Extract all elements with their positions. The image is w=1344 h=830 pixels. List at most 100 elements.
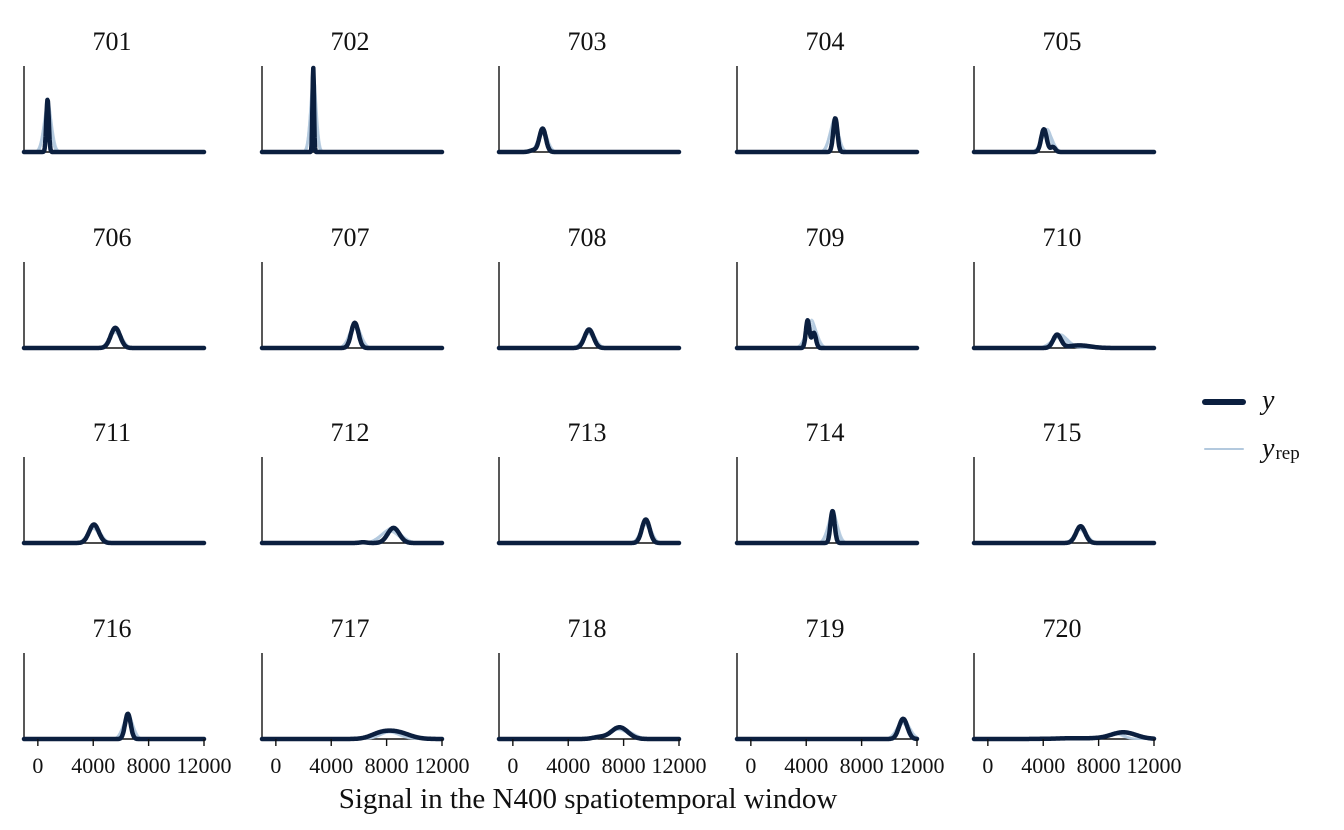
panel-title: 705 (1043, 27, 1082, 56)
yrep-density-curve (737, 318, 917, 349)
y-density-curve (21, 325, 207, 351)
yrep-density-curve (262, 88, 442, 153)
yrep-density-curve (24, 713, 204, 740)
x-tick-label: 0 (745, 753, 756, 778)
y-density-curve (971, 127, 1157, 155)
legend: y yrep (1202, 385, 1300, 464)
x-tick-label: 12000 (415, 753, 470, 778)
yrep-density-curve (24, 330, 204, 349)
yrep-density-curve (24, 332, 204, 349)
facet-panel-716: 716 (21, 614, 207, 742)
yrep-density-curve (24, 717, 204, 740)
facet-panel-719: 719 (734, 614, 920, 742)
panel-title: 720 (1043, 614, 1082, 643)
y-density-curve (496, 126, 682, 155)
facet-panel-713: 713 (496, 418, 682, 546)
facet-panel-710: 710 (971, 223, 1157, 351)
facet-panel-704: 704 (734, 27, 920, 155)
yrep-density-curve (499, 130, 679, 153)
bottom-x-axes: 0 4000 8000 12000 0 4000 8000 12000 0 4000 8000 120… (32, 739, 1182, 778)
yrep-density-curve (974, 526, 1154, 544)
facet-panel-717: 717 (259, 614, 445, 742)
panel-title: 708 (568, 223, 607, 252)
y-density-curve (971, 523, 1157, 546)
yrep-density-curve (737, 326, 917, 349)
panel-title: 706 (93, 223, 132, 252)
legend-yrep-subscript: rep (1275, 443, 1299, 464)
x-tick-label: 4000 (784, 753, 828, 778)
yrep-density-curve (24, 719, 204, 740)
facet-panels: 701 702 703 704 705 706 707 708 709 710 711 712 713 7… (21, 27, 1157, 742)
y-density-curve (21, 711, 207, 742)
panel-title: 701 (93, 27, 132, 56)
x-tick-label: 0 (32, 753, 43, 778)
panel-title: 709 (806, 223, 845, 252)
legend-yrep-label: y (1259, 433, 1275, 464)
facet-panel-703: 703 (496, 27, 682, 155)
yrep-density-curve (262, 526, 442, 544)
panel-title: 703 (568, 27, 607, 56)
facet-panel-712: 712 (259, 418, 445, 546)
y-density-curve (496, 327, 682, 351)
yrep-density-curve (262, 69, 442, 153)
y-density-curve (734, 318, 920, 351)
yrep-density-curve (499, 133, 679, 153)
x-axis-col-4: 0 4000 8000 12000 (745, 739, 945, 778)
yrep-density-curve (262, 67, 442, 153)
yrep-density-curve (24, 523, 204, 544)
panel-title: 713 (568, 418, 607, 447)
y-density-curve (496, 724, 682, 742)
yrep-density-curve (737, 718, 918, 740)
panel-title: 718 (568, 614, 607, 643)
panel-title: 712 (331, 418, 370, 447)
facet-panel-718: 718 (496, 614, 682, 742)
y-density-curve (259, 320, 445, 351)
x-tick-label: 0 (507, 753, 518, 778)
y-density-curve (259, 65, 445, 155)
yrep-density-curve (24, 524, 204, 544)
panel-title: 711 (93, 418, 131, 447)
yrep-density-curve (24, 525, 204, 544)
y-density-curve (734, 716, 920, 742)
yrep-density-curve (499, 126, 679, 153)
x-tick-label: 12000 (652, 753, 707, 778)
x-tick-label: 8000 (365, 753, 409, 778)
legend-y-label: y (1259, 385, 1275, 416)
x-tick-label: 12000 (177, 753, 232, 778)
yrep-density-curve (24, 527, 204, 544)
x-axis-label: Signal in the N400 spatiotemporal window (339, 783, 838, 815)
facet-panel-715: 715 (971, 418, 1157, 546)
yrep-density-curve (974, 130, 1154, 153)
yrep-density-curve (737, 320, 917, 349)
x-axis-col-3: 0 4000 8000 12000 (507, 739, 707, 778)
y-density-curve (971, 730, 1157, 742)
yrep-density-curve (499, 128, 679, 153)
facet-panel-709: 709 (734, 223, 920, 351)
y-density-curve (971, 332, 1157, 351)
x-tick-label: 0 (270, 753, 281, 778)
panel-title: 716 (93, 614, 132, 643)
x-tick-label: 4000 (1021, 753, 1065, 778)
yrep-density-curve (974, 134, 1154, 153)
yrep-density-curve (974, 127, 1154, 153)
x-tick-label: 12000 (890, 753, 945, 778)
yrep-density-curve (974, 524, 1154, 544)
yrep-density-curve (974, 132, 1154, 153)
yrep-density-curve (24, 715, 204, 740)
facet-panel-705: 705 (971, 27, 1157, 155)
x-axis-col-2: 0 4000 8000 12000 (270, 739, 470, 778)
facet-panel-720: 720 (971, 614, 1157, 742)
yrep-density-curve (24, 712, 204, 740)
panel-title: 710 (1043, 223, 1082, 252)
facet-panel-701: 701 (21, 27, 207, 155)
x-tick-label: 8000 (840, 753, 884, 778)
y-density-curve (21, 522, 207, 546)
y-density-curve (259, 525, 445, 546)
panel-title: 714 (806, 418, 845, 447)
y-density-curve (496, 517, 682, 546)
yrep-density-curve (737, 322, 917, 349)
x-tick-label: 12000 (1127, 753, 1182, 778)
facet-panel-708: 708 (496, 223, 682, 351)
legend-yrep-text: yrep (1259, 433, 1300, 464)
